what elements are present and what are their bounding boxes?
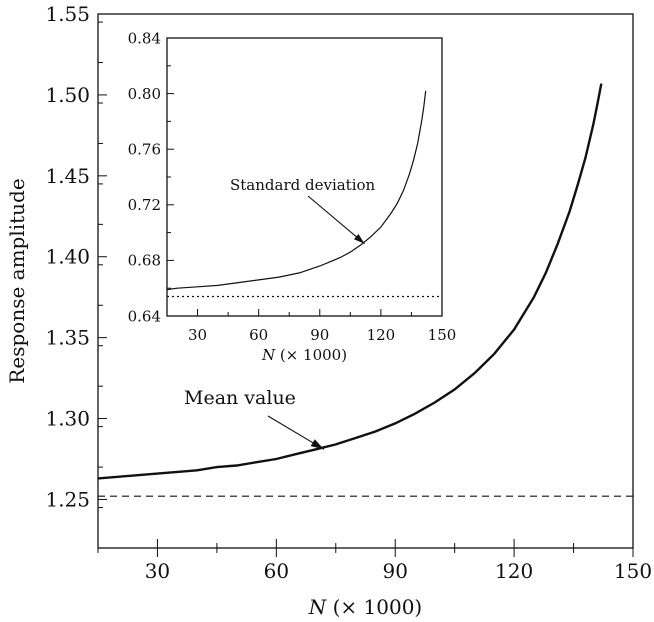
main-ytick-label: 1.55 — [45, 2, 90, 26]
inset-series-standard-deviation — [166, 90, 427, 291]
inset-xtick-label: 60 — [249, 326, 268, 344]
main-ytick-label: 1.50 — [45, 83, 90, 107]
inset-annotation-arrow-shaft — [307, 195, 365, 245]
main-ytick-label: 1.40 — [45, 245, 90, 269]
main-xtick-label: 120 — [495, 559, 533, 583]
inset-annotation-label: Standard deviation — [230, 176, 376, 194]
main-ytick-label: 1.35 — [45, 326, 90, 350]
inset-frame — [166, 37, 443, 317]
main-xtick-label: 150 — [614, 559, 652, 583]
inset-ytick-label: 0.80 — [128, 85, 161, 103]
main-xtick-label: 30 — [145, 559, 170, 583]
main-ytick-label: 1.30 — [45, 407, 90, 431]
main-x-axis-label: N (× 1000) — [308, 595, 422, 619]
main-annotation-arrow-head — [310, 439, 324, 450]
main-ytick-label: 1.45 — [45, 164, 90, 188]
inset-ytick-label: 0.76 — [128, 140, 161, 158]
main-x-axis-label-unit: (× 1000) — [326, 595, 422, 619]
inset-xtick-label: 30 — [188, 326, 207, 344]
inset-ytick-label: 0.84 — [128, 29, 161, 47]
main-y-axis-label: Response amplitude — [5, 178, 29, 383]
inset-xtick-label: 90 — [310, 326, 329, 344]
inset-x-axis-label-var: N — [261, 346, 276, 364]
inset-ytick-label: 0.72 — [128, 196, 161, 214]
inset-ytick-label: 0.68 — [128, 252, 161, 270]
inset-xtick-label: 150 — [428, 326, 457, 344]
inset-x-axis-label: N (× 1000) — [261, 346, 347, 364]
inset-xtick-label: 120 — [367, 326, 396, 344]
main-series-mean-value — [97, 83, 603, 480]
inset-plot: 0.64 0.68 0.72 0.76 0.80 0.84 30 60 90 120 150 N (×… — [128, 29, 457, 364]
main-xtick-label: 90 — [382, 559, 407, 583]
inset-x-axis-label-unit: (× 1000) — [275, 346, 347, 364]
main-annotation-label: Mean value — [184, 387, 296, 409]
main-xtick-label: 60 — [264, 559, 289, 583]
main-ytick-label: 1.25 — [45, 487, 90, 511]
inset-annotation-arrow-head — [353, 233, 365, 244]
inset-ytick-label: 0.64 — [128, 307, 161, 325]
main-x-axis-label-var: N — [308, 595, 328, 619]
